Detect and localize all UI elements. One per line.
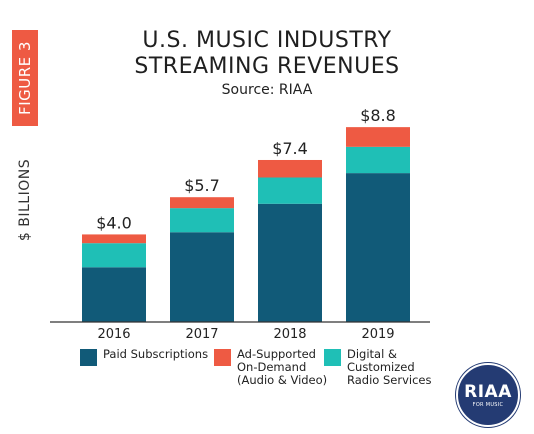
bar-segment-ad-supported-on-demand-audio-video-2017 [170,197,234,209]
legend-item-digital-radio: Digital & Customized Radio Services [324,348,431,387]
legend-line: Customized [347,360,415,374]
x-tick-label-2016: 2016 [97,327,130,342]
bar-segment-paid-subscriptions-2018 [258,203,322,322]
total-label-2016: $4.0 [96,213,132,232]
legend-swatch-paid [80,349,97,366]
legend-label-digital-radio: Digital & Customized Radio Services [347,348,431,387]
legend-line: Radio Services [347,373,432,387]
logo-text: RIAA [464,381,512,402]
riaa-logo: RIAA FOR MUSIC [456,363,520,427]
legend-item-paid: Paid Subscriptions [80,348,208,366]
figure-label-tab: FIGURE 3 [12,30,38,126]
legend-line: On-Demand [237,360,307,374]
chart-title-line2: STREAMING REVENUES [134,54,400,79]
chart-title: U.S. MUSIC INDUSTRY [142,28,392,53]
bar-segment-paid-subscriptions-2019 [346,173,410,322]
bar-segment-paid-subscriptions-2016 [82,267,146,322]
total-label-2018: $7.4 [272,139,308,158]
bar-segment-digital-customized-radio-services-2018 [258,177,322,204]
x-tick-label-2017: 2017 [185,327,218,342]
legend-line: Paid Subscriptions [103,347,209,361]
bar-segment-paid-subscriptions-2017 [170,232,234,322]
legend-label-paid: Paid Subscriptions [103,348,208,361]
legend-line: Digital & [347,347,397,361]
legend-swatch-digital-radio [324,349,341,366]
total-label-2017: $5.7 [184,176,220,195]
bar-segment-digital-customized-radio-services-2019 [346,146,410,174]
legend-line: (Audio & Video) [237,373,328,387]
bar-segment-ad-supported-on-demand-audio-video-2018 [258,159,322,178]
legend-label-ad-supported: Ad-Supported On-Demand (Audio & Video) [237,348,327,387]
logo-small-text: FOR MUSIC [472,401,504,408]
legend-line: Ad-Supported [237,347,316,361]
bar-segment-digital-customized-radio-services-2016 [82,243,146,268]
bar-segment-ad-supported-on-demand-audio-video-2016 [82,234,146,244]
legend-item-ad-supported: Ad-Supported On-Demand (Audio & Video) [214,348,327,387]
chart-subtitle: Source: RIAA [221,82,313,98]
bar-segment-digital-customized-radio-services-2017 [170,208,234,233]
bar-segment-ad-supported-on-demand-audio-video-2019 [346,127,410,147]
total-label-2019: $8.8 [360,106,396,125]
x-tick-label-2019: 2019 [361,327,394,342]
x-tick-label-2018: 2018 [273,327,306,342]
legend-swatch-ad-supported [214,349,231,366]
